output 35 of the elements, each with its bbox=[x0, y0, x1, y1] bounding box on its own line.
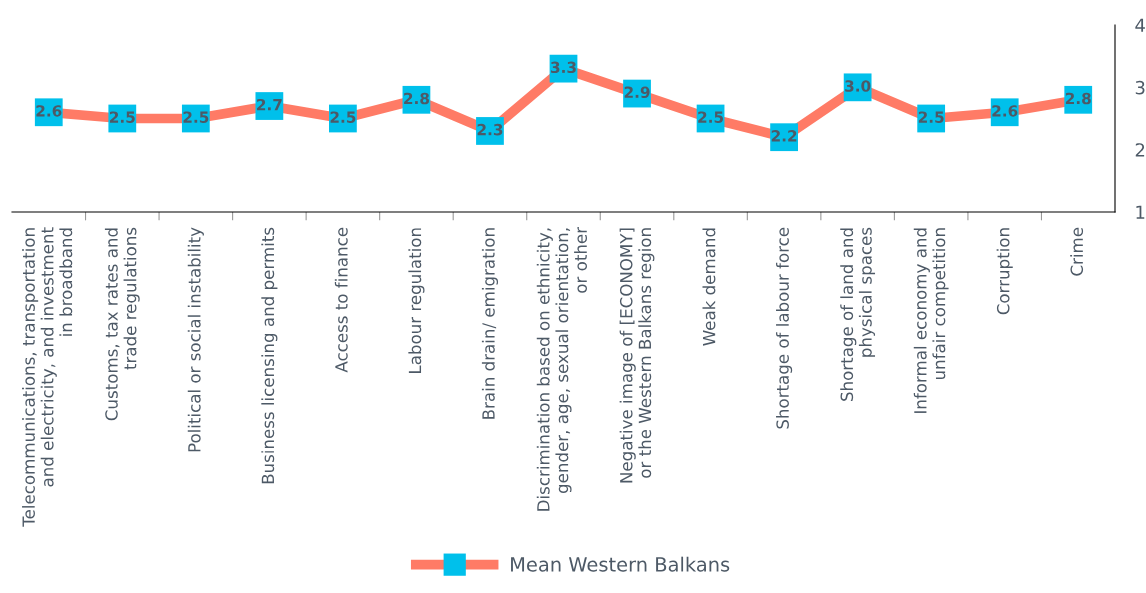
y-tick-label: 3 bbox=[1135, 80, 1145, 95]
y-tick-label: 1 bbox=[1136, 205, 1145, 219]
data-label: 2.5 bbox=[698, 111, 724, 123]
x-tick-label: Negative image of [ECONOMY] or the Western Balkans region bbox=[619, 228, 655, 483]
data-label: 2.2 bbox=[771, 130, 797, 142]
data-label: 2.9 bbox=[624, 86, 650, 98]
x-tick-label: Labour regulation bbox=[408, 228, 425, 373]
data-label: 2.7 bbox=[257, 98, 282, 111]
data-label: 2.6 bbox=[992, 105, 1018, 117]
data-label: 2.8 bbox=[404, 92, 430, 105]
x-tick-label: Informal economy and unfair competition bbox=[913, 228, 949, 413]
data-label: 2.8 bbox=[1065, 92, 1091, 105]
data-label: 2.5 bbox=[330, 111, 356, 123]
x-tick-label: Weak demand bbox=[702, 228, 716, 346]
data-label: 2.5 bbox=[109, 111, 135, 123]
x-tick-label: Telecommunications, transportation and electricity, and investment in broadband bbox=[22, 227, 73, 527]
x-tick-label: Shortage of land and physical spaces bbox=[840, 227, 876, 401]
data-label: 2.5 bbox=[918, 111, 944, 123]
data-label: 3.3 bbox=[550, 61, 576, 74]
y-tick-label: 2 bbox=[1135, 143, 1145, 157]
data-label: 3.0 bbox=[845, 80, 871, 92]
x-tick-label: Crime bbox=[1070, 227, 1084, 276]
x-tick-label: Access to finance bbox=[334, 227, 348, 373]
x-tick-label: Discrimination based on ethnicity, gender, age, sexual orientation, or other bbox=[536, 226, 587, 511]
x-tick-label: Customs, tax rates and trade regulations bbox=[104, 227, 140, 421]
data-label: 2.6 bbox=[36, 105, 62, 117]
data-label: 2.5 bbox=[183, 111, 209, 123]
x-tick-label: Shortage of labour force bbox=[776, 227, 793, 429]
x-tick-label: Business licensing and permits bbox=[261, 227, 278, 484]
x-tick-label: Brain drain/ emigration bbox=[481, 228, 499, 419]
y-tick-label: 4 bbox=[1135, 18, 1145, 32]
x-tick-label: Political or social instability bbox=[187, 227, 204, 452]
legend-label: Mean Western Balkans bbox=[511, 556, 730, 572]
x-tick-label: Corruption bbox=[996, 228, 1013, 315]
data-label: 2.3 bbox=[477, 123, 503, 136]
